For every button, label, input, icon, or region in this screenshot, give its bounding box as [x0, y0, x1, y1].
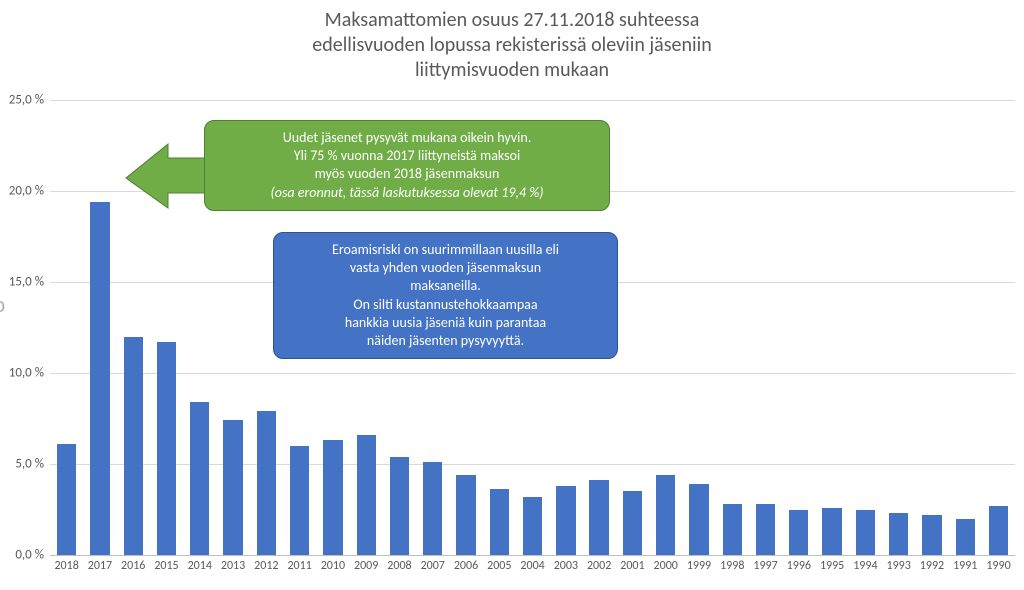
callout-blue: Eroamisriski on suurimmillaan uusilla el…: [273, 232, 618, 359]
callout-line: (osa eronnut, tässä laskutuksessa olevat…: [219, 184, 595, 202]
callout-line: Yli 75 % vuonna 2017 liittyneistä maksoi: [219, 147, 595, 165]
callout-line: näiden jäsenten pysyvyyttä.: [288, 332, 603, 350]
callout-line: Uudet jäsenet pysyvät mukana oikein hyvi…: [219, 129, 595, 147]
callout-green: Uudet jäsenet pysyvät mukana oikein hyvi…: [204, 120, 610, 211]
callout-line: hankkia uusia jäseniä kuin parantaa: [288, 314, 603, 332]
green-arrow-polygon: [126, 144, 206, 208]
callout-line: vasta yhden vuoden jäsenmaksun: [288, 259, 603, 277]
chart-container: Maksamattomien osuus 27.11.2018 suhteess…: [0, 0, 1024, 590]
callout-line: Eroamisriski on suurimmillaan uusilla el…: [288, 241, 603, 259]
callout-line: maksaneilla.: [288, 277, 603, 295]
callout-line: myös vuoden 2018 jäsenmaksun: [219, 165, 595, 183]
callout-line: On silti kustannustehokkaampaa: [288, 296, 603, 314]
